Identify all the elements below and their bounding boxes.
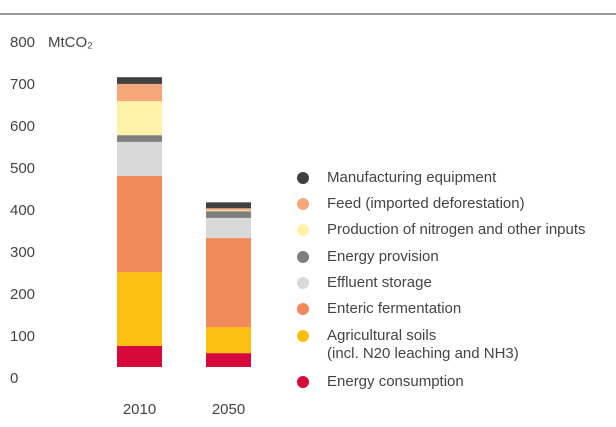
y-tick-label: 200 — [10, 286, 35, 303]
y-tick-label: 600 — [10, 118, 35, 135]
bar-segment — [206, 210, 251, 212]
bar-segment — [206, 353, 251, 367]
x-tick-label: 2050 — [212, 401, 245, 418]
legend-label: Feed (imported deforestation) — [327, 195, 525, 212]
bar-segment — [117, 135, 162, 142]
y-tick-label: 300 — [10, 244, 35, 261]
bar-segment — [206, 211, 251, 218]
bar-segment — [117, 101, 162, 136]
bar-segment — [206, 327, 251, 354]
legend-marker — [297, 376, 309, 388]
y-unit: MtCO₂ — [48, 34, 93, 51]
bar-segment — [117, 175, 162, 273]
legend-label: Energy provision — [327, 248, 439, 265]
bar-segment — [206, 238, 251, 328]
bar-segment — [117, 346, 162, 367]
legend-marker — [297, 277, 309, 289]
bar-segment — [206, 217, 251, 239]
legend-marker — [297, 330, 309, 342]
y-tick-label: 500 — [10, 160, 35, 177]
legend-marker — [297, 303, 309, 315]
legend-marker — [297, 198, 309, 210]
bar-segment — [206, 202, 251, 209]
legend-label: Manufacturing equipment — [327, 169, 497, 186]
y-tick-label: 700 — [10, 76, 35, 93]
bar-segment — [206, 208, 251, 211]
legend-marker — [297, 224, 309, 236]
legend-label: Energy consumption — [327, 373, 464, 390]
legend-label: Enteric fermentation — [327, 300, 461, 317]
x-tick-label: 2010 — [123, 401, 156, 418]
y-tick-label: 400 — [10, 202, 35, 219]
bar-segment — [117, 77, 162, 84]
y-tick-label: 800 — [10, 34, 35, 51]
legend-label: Production of nitrogen and other inputs — [327, 221, 586, 238]
y-tick-label: 100 — [10, 328, 35, 345]
legend-label: Agricultural soils (incl. N20 leaching an… — [327, 327, 519, 362]
legend-marker — [297, 251, 309, 263]
legend-marker — [297, 172, 309, 184]
bar-segment — [117, 83, 162, 102]
bar-segment — [117, 272, 162, 346]
bar-segment — [117, 141, 162, 176]
y-tick-label: 0 — [10, 370, 18, 387]
legend-label: Effluent storage — [327, 274, 432, 291]
